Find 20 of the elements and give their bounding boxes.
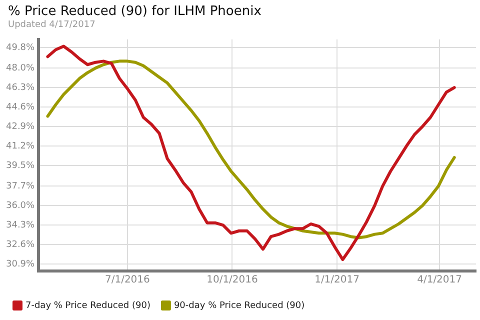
y-tick-label: 48.0% (6, 63, 36, 74)
y-tick-label: 39.5% (6, 160, 36, 171)
y-tick-label: 42.9% (6, 122, 36, 132)
legend-label: 90-day % Price Reduced (90) (174, 300, 305, 311)
y-tick-label: 34.3% (6, 220, 36, 230)
x-tick-label: 1/1/2017 (314, 274, 360, 286)
y-tick-label: 32.6% (6, 240, 36, 250)
y-tick-label: 49.8% (6, 42, 36, 53)
y-tick-label: 30.9% (6, 259, 36, 270)
y-tick-label: 36.0% (6, 200, 36, 211)
y-tick-label: 37.7% (6, 182, 36, 192)
chart-subtitle: Updated 4/17/2017 (8, 20, 96, 30)
chart-title: % Price Reduced (90) for ILHM Phoenix (8, 4, 262, 19)
legend-label: 7-day % Price Reduced (90) (26, 300, 150, 311)
y-tick-label: 44.6% (6, 102, 36, 112)
y-tick-label: 41.2% (6, 141, 36, 152)
x-tick-label: 7/1/2016 (104, 274, 150, 286)
x-tick-label: 4/1/2017 (417, 274, 462, 286)
y-tick-label: 46.3% (6, 82, 36, 93)
x-tick-label: 10/1/2016 (206, 274, 258, 286)
